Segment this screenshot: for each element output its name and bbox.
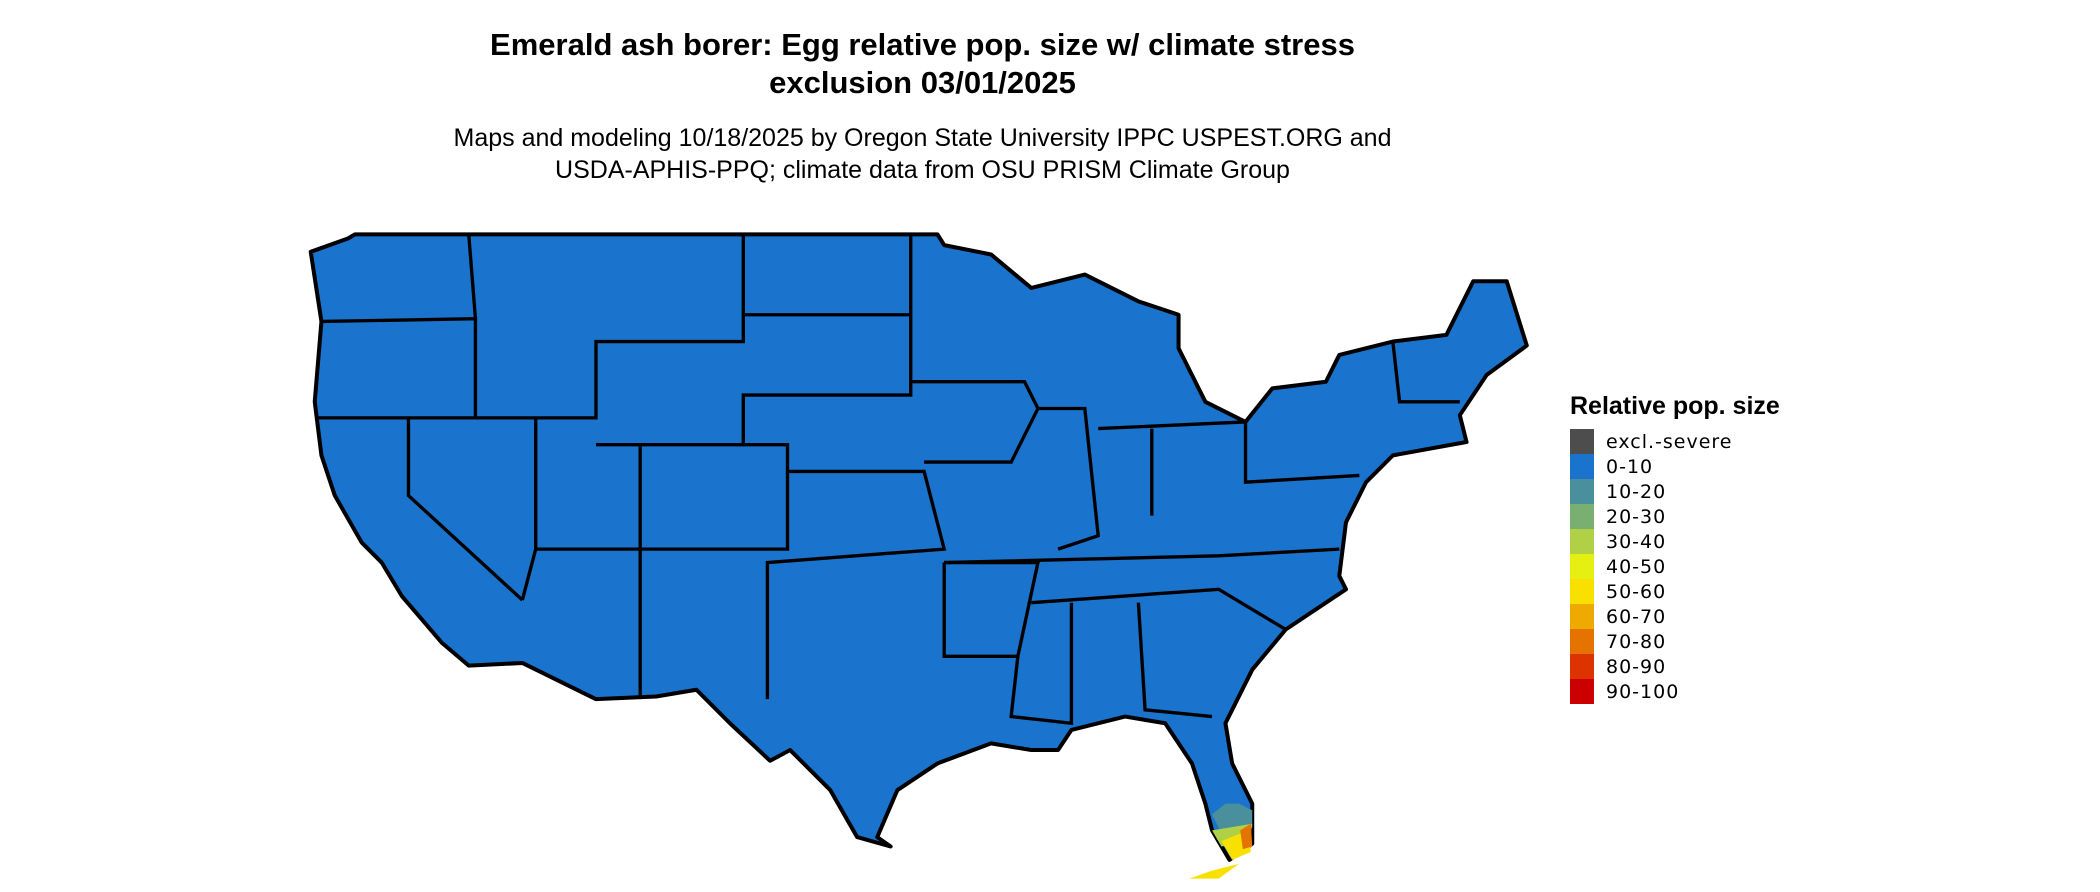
legend-label: excl.-severe	[1606, 430, 1733, 453]
map-subtitle: Maps and modeling 10/18/2025 by Oregon S…	[0, 122, 1845, 186]
florida-class-70-80	[1240, 823, 1253, 850]
legend-swatch	[1570, 629, 1594, 654]
legend-label: 0-10	[1606, 455, 1654, 478]
conus-outline	[308, 232, 1529, 862]
legend-item: 20-30	[1570, 504, 1780, 529]
florida-high-classes	[1189, 803, 1253, 879]
legend-swatch	[1570, 454, 1594, 479]
legend-swatch	[1570, 579, 1594, 604]
legend-item: 60-70	[1570, 604, 1780, 629]
state-boundaries	[317, 234, 1460, 726]
legend-label: 90-100	[1606, 680, 1680, 703]
legend-item: 80-90	[1570, 654, 1780, 679]
legend-swatch	[1570, 604, 1594, 629]
legend-label: 50-60	[1606, 580, 1667, 603]
legend-title: Relative pop. size	[1570, 392, 1780, 420]
subtitle-line-1: Maps and modeling 10/18/2025 by Oregon S…	[453, 124, 1392, 152]
legend-swatch	[1570, 479, 1594, 504]
legend-item: 40-50	[1570, 554, 1780, 579]
legend-swatch	[1570, 504, 1594, 529]
legend-label: 70-80	[1606, 630, 1667, 653]
title-line-1: Emerald ash borer: Egg relative pop. siz…	[490, 27, 1355, 62]
legend-item: 90-100	[1570, 679, 1780, 704]
legend-swatch	[1570, 529, 1594, 554]
legend-swatch	[1570, 679, 1594, 704]
legend-item: 10-20	[1570, 479, 1780, 504]
legend-swatch	[1570, 429, 1594, 454]
legend-label: 60-70	[1606, 605, 1667, 628]
legend-item: 70-80	[1570, 629, 1780, 654]
legend-label: 40-50	[1606, 555, 1667, 578]
legend-item: excl.-severe	[1570, 429, 1780, 454]
legend-swatch	[1570, 654, 1594, 679]
map-title: Emerald ash borer: Egg relative pop. siz…	[0, 26, 1845, 102]
legend-swatch	[1570, 554, 1594, 579]
legend-item: 50-60	[1570, 579, 1780, 604]
legend-item: 30-40	[1570, 529, 1780, 554]
legend: Relative pop. size excl.-severe 0-10 10-20…	[1570, 392, 1780, 704]
legend-item: 0-10	[1570, 454, 1780, 479]
legend-label: 30-40	[1606, 530, 1667, 553]
legend-label: 10-20	[1606, 480, 1667, 503]
legend-label: 20-30	[1606, 505, 1667, 528]
subtitle-line-2: USDA-APHIS-PPQ; climate data from OSU PR…	[555, 156, 1290, 184]
legend-label: 80-90	[1606, 655, 1667, 678]
florida-keys	[1189, 863, 1239, 879]
title-line-2: exclusion 03/01/2025	[769, 65, 1076, 100]
legend-items: excl.-severe 0-10 10-20 20-30 30-40 40-50 50-6…	[1570, 429, 1780, 704]
